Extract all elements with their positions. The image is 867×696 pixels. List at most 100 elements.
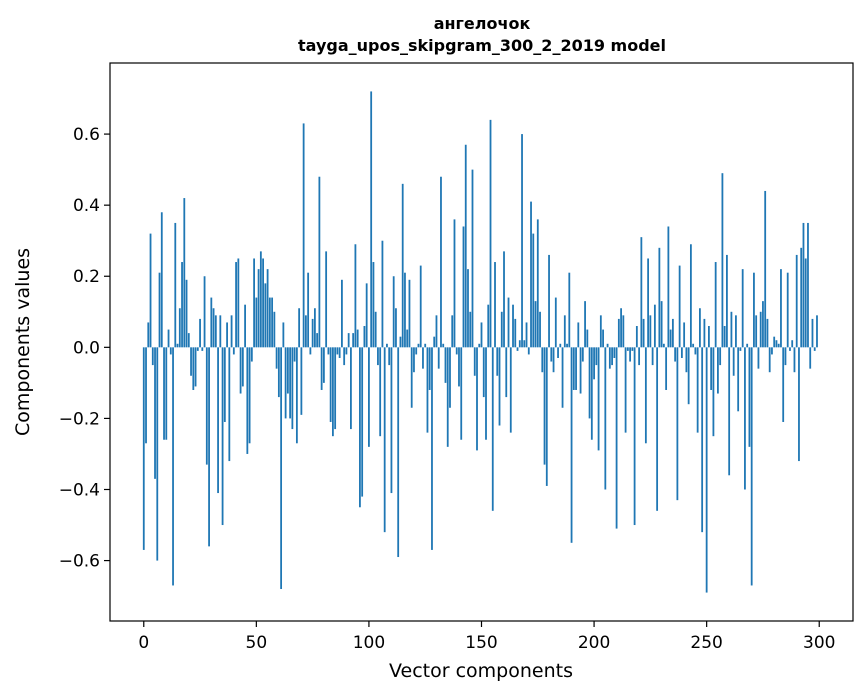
bar-10 [165,347,168,440]
bar-254 [714,262,717,348]
bar-267 [744,347,746,490]
bar-8 [160,212,163,348]
bar-132 [440,176,442,348]
bar-218 [633,347,636,526]
bar-106 [381,240,384,348]
bar-52 [259,251,262,348]
bar-38 [228,347,231,462]
bar-258 [723,326,726,348]
bar-187 [563,315,566,348]
bar-122 [417,343,420,348]
bar-149 [478,343,481,348]
bar-210 [615,347,618,529]
bar-141 [460,347,463,440]
y-axis-label: Components values [12,248,34,436]
bar-250 [705,347,708,593]
bar-25 [199,318,201,348]
bar-297 [811,318,814,348]
bar-174 [534,301,537,348]
bar-14 [174,222,177,348]
bar-126 [426,347,429,433]
bar-124 [422,347,424,369]
bar-145 [469,311,472,348]
bar-197 [586,329,589,348]
bar-82 [327,347,330,355]
bar-175 [536,219,539,348]
bar-133 [442,343,445,348]
bar-37 [226,322,228,348]
bar-92 [350,347,352,430]
bar-179 [545,347,548,486]
bar-182 [552,347,555,373]
bar-74 [309,347,312,355]
bar-21 [190,347,192,376]
bar-205 [604,347,607,490]
bar-137 [451,315,454,348]
y-tick-label-3: 0.0 [73,338,100,358]
bar-155 [491,347,494,511]
bar-130 [435,315,438,348]
bar-292 [800,247,803,348]
bar-214 [624,347,627,433]
bar-138 [453,219,456,348]
bar-117 [406,329,409,348]
bar-78 [318,176,321,348]
bar-176 [539,311,541,348]
bar-116 [404,272,406,348]
bar-273 [757,347,760,369]
bar-165 [514,318,517,348]
bar-93 [352,333,355,348]
bar-236 [674,347,677,362]
bar-9 [163,347,165,440]
y-tick-label-2: −0.2 [59,409,100,429]
bar-59 [275,347,278,369]
bar-167 [518,340,521,348]
bar-94 [354,244,357,348]
bar-283 [780,269,782,348]
bar-53 [262,258,264,348]
bar-196 [584,301,586,348]
bar-206 [606,343,609,348]
bar-31 [212,308,215,348]
bar-219 [635,326,638,348]
bar-103 [374,311,377,348]
bar-58 [273,311,276,348]
bar-17 [181,262,183,348]
bar-202 [597,347,600,451]
bar-7 [158,272,161,348]
bar-284 [782,347,785,422]
bar-101 [370,91,373,348]
bar-50 [255,297,258,348]
bar-158 [498,347,501,426]
bar-207 [608,347,611,369]
y-tick-label-4: 0.2 [73,267,100,287]
bar-142 [462,226,465,348]
bar-201 [595,347,598,366]
bar-229 [658,247,661,348]
bar-61 [280,347,283,590]
bar-57 [271,297,274,348]
bar-268 [746,343,749,348]
bar-240 [683,322,686,348]
bar-110 [390,347,393,494]
bar-291 [798,347,800,462]
bar-119 [410,347,413,408]
y-tick-label-6: 0.6 [73,125,100,145]
bar-275 [762,301,764,348]
bar-168 [521,134,523,348]
bar-252 [710,347,713,390]
bar-111 [392,276,395,348]
bar-54 [264,283,267,348]
bar-172 [530,201,532,348]
bar-261 [730,311,733,348]
bar-255 [717,347,719,394]
bar-84 [332,347,334,437]
bar-44 [241,347,244,387]
bar-235 [671,318,674,348]
bar-64 [286,347,289,394]
bar-70 [300,347,303,415]
bar-238 [678,265,681,348]
bar-156 [494,262,496,348]
bar-39 [230,315,233,348]
bar-151 [482,347,485,398]
